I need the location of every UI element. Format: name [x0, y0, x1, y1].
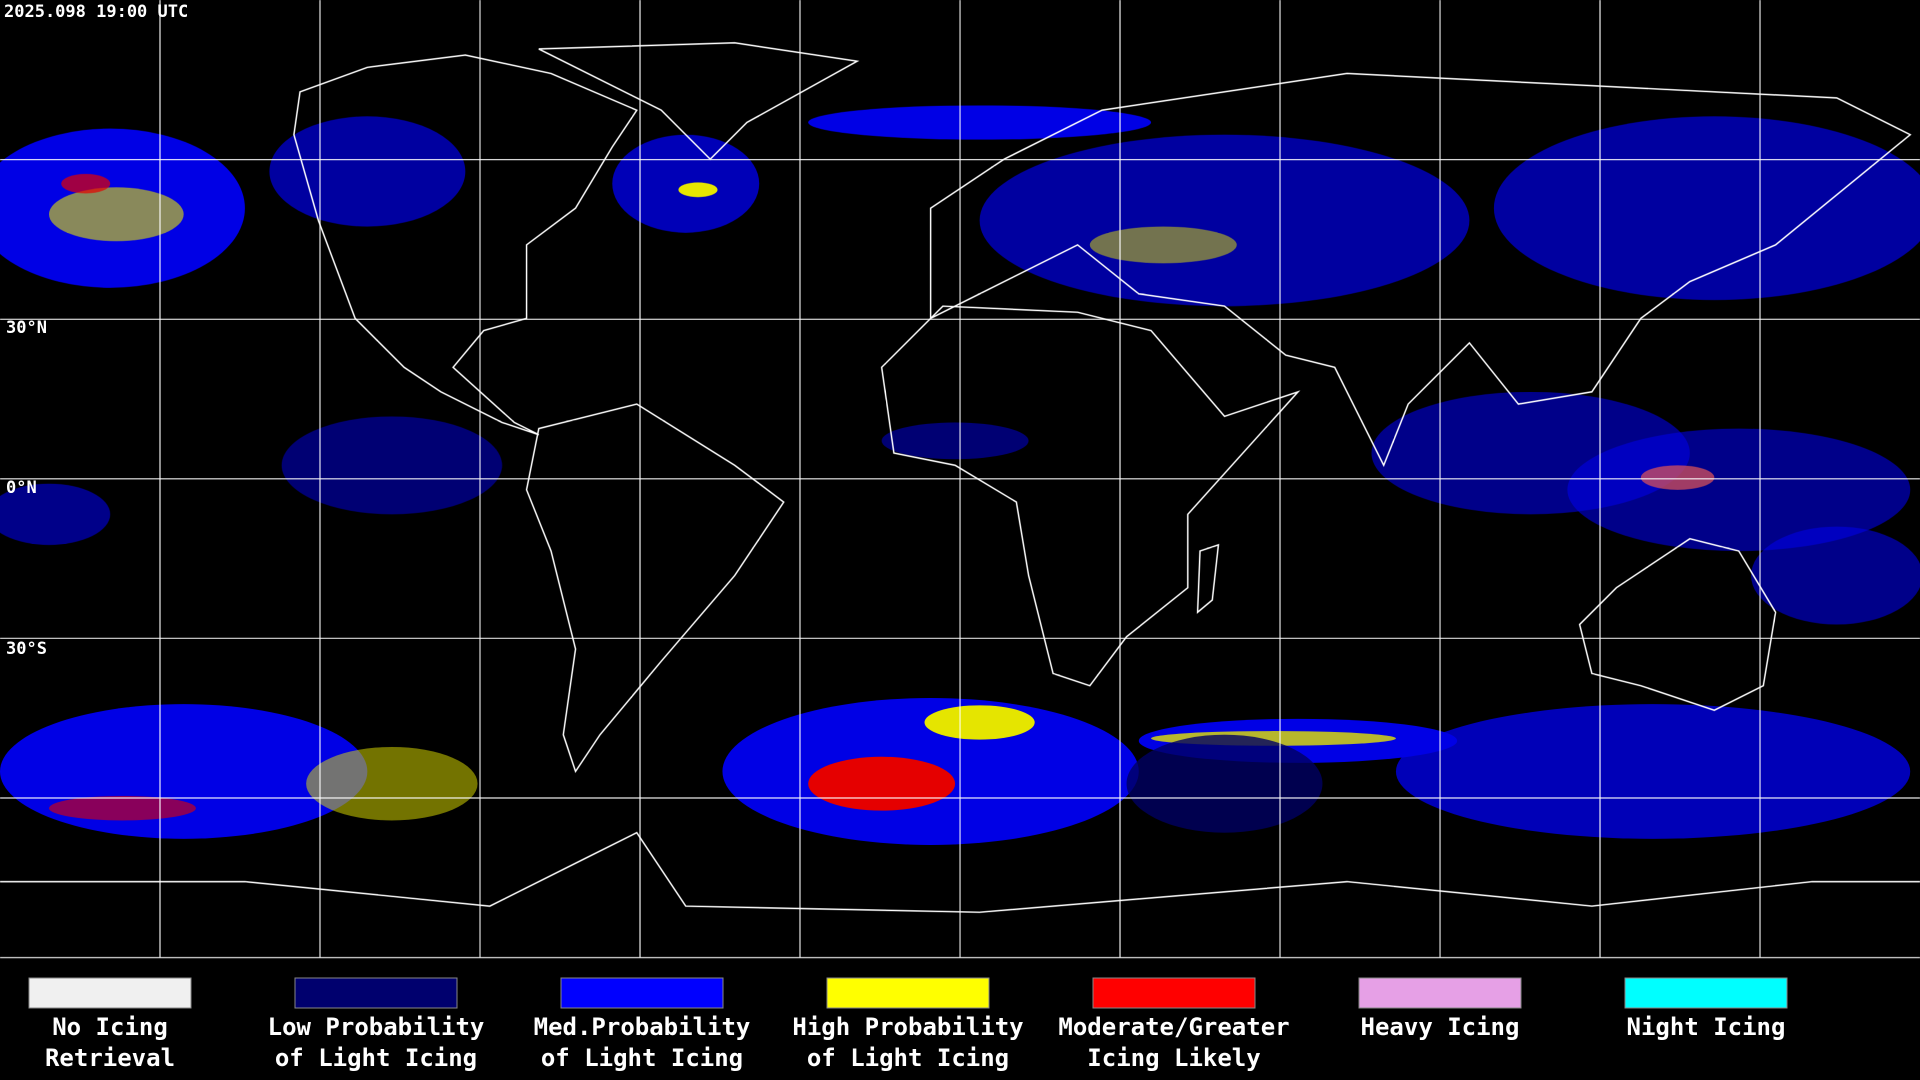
legend-swatch — [1624, 977, 1788, 1009]
legend-label: Med.Probability — [534, 1013, 751, 1041]
coastlines — [0, 42, 1920, 913]
legend-swatch — [560, 977, 724, 1009]
legend-label: Night Icing — [1627, 1013, 1786, 1041]
legend: No Icing Retrieval Low Probability of Light… — [28, 977, 1788, 1072]
icing-fields — [0, 105, 1920, 845]
legend-swatch — [28, 977, 192, 1009]
legend-label: Icing Likely — [1087, 1044, 1260, 1072]
latitude-label: 30°S — [6, 639, 47, 659]
legend-swatch — [826, 977, 990, 1009]
legend-swatch — [1358, 977, 1522, 1009]
graticule — [0, 0, 1920, 959]
legend-label: of Light Icing — [275, 1044, 477, 1072]
legend-swatch — [1092, 977, 1256, 1009]
latitude-label: 0°N — [6, 478, 37, 498]
legend-swatch — [294, 977, 458, 1009]
legend-label: No Icing — [52, 1013, 168, 1041]
legend-label: of Light Icing — [807, 1044, 1009, 1072]
legend-label: of Light Icing — [541, 1044, 743, 1072]
legend-label: Heavy Icing — [1361, 1013, 1520, 1041]
legend-label: High Probability — [792, 1013, 1023, 1041]
latitude-label: 30°N — [6, 318, 47, 338]
timestamp: 2025.098 19:00 UTC — [4, 2, 188, 22]
map — [0, 0, 1920, 959]
legend-label: Retrieval — [45, 1044, 175, 1072]
legend-label: Low Probability — [268, 1013, 485, 1041]
legend-label: Moderate/Greater — [1058, 1013, 1289, 1041]
latitude-labels: 30°N 0°N 30°S — [6, 318, 47, 659]
